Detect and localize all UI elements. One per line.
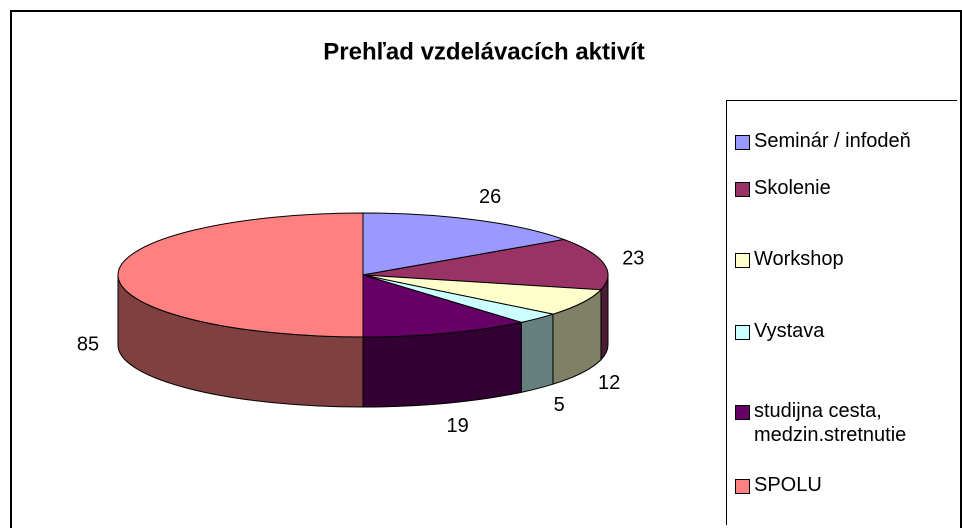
data-label: 23 — [622, 247, 644, 269]
data-label: 85 — [77, 333, 99, 355]
legend-item: SPOLU — [735, 473, 957, 497]
legend-item: studijna cesta, medzin.stretnutie — [735, 399, 957, 447]
slice — [117, 212, 364, 338]
legend-label: Seminár / infodeň — [754, 130, 911, 152]
slice — [362, 238, 609, 291]
data-label: 19 — [446, 415, 468, 437]
legend-swatch — [735, 479, 750, 494]
legend-swatch — [735, 325, 750, 340]
legend-item: Seminár / infodeň — [735, 129, 957, 153]
slice — [362, 274, 522, 338]
slice-side — [520, 313, 554, 393]
slice — [362, 212, 566, 276]
walls — [117, 274, 609, 408]
legend-swatch — [735, 253, 750, 268]
tops — [117, 212, 609, 338]
legend-label: studijna cesta, medzin.stretnutie — [754, 400, 907, 446]
legend-item: Vystava — [735, 319, 957, 343]
legend-swatch — [735, 182, 750, 197]
legend-label: Vystava — [754, 320, 825, 342]
legend-label: SPOLU — [754, 474, 822, 496]
legend-swatch — [735, 405, 750, 420]
legend: Seminár / infodeň Skolenie Workshop Vystava… — [726, 100, 957, 525]
data-label: 26 — [479, 186, 501, 208]
data-label: 12 — [598, 372, 620, 394]
legend-swatch — [735, 135, 750, 150]
chart-title: Prehľad vzdelávacích aktivít — [323, 38, 644, 65]
legend-label: Workshop — [754, 248, 844, 270]
legend-label: Skolenie — [754, 177, 831, 199]
slice — [362, 274, 603, 315]
data-label: 5 — [554, 394, 565, 416]
legend-item: Workshop — [735, 247, 957, 271]
legend-item: Skolenie — [735, 176, 957, 200]
